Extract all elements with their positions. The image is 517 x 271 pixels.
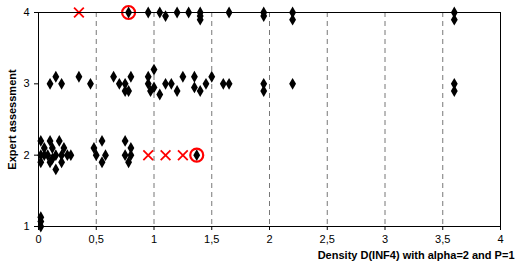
svg-text:2: 2 [23,149,29,161]
svg-text:2,5: 2,5 [320,233,335,245]
svg-text:0: 0 [35,233,41,245]
svg-text:1: 1 [23,220,29,232]
svg-text:2: 2 [266,233,272,245]
svg-text:4: 4 [23,6,29,18]
svg-text:4: 4 [497,233,503,245]
svg-text:Expert assessment: Expert assessment [6,69,18,170]
svg-text:1,5: 1,5 [204,233,219,245]
svg-text:3,5: 3,5 [435,233,450,245]
svg-text:Density D(INF4) with alpha=2 a: Density D(INF4) with alpha=2 and P=1 [318,249,515,261]
svg-text:1: 1 [151,233,157,245]
svg-text:3: 3 [23,77,29,89]
svg-text:3: 3 [382,233,388,245]
svg-text:0,5: 0,5 [89,233,104,245]
